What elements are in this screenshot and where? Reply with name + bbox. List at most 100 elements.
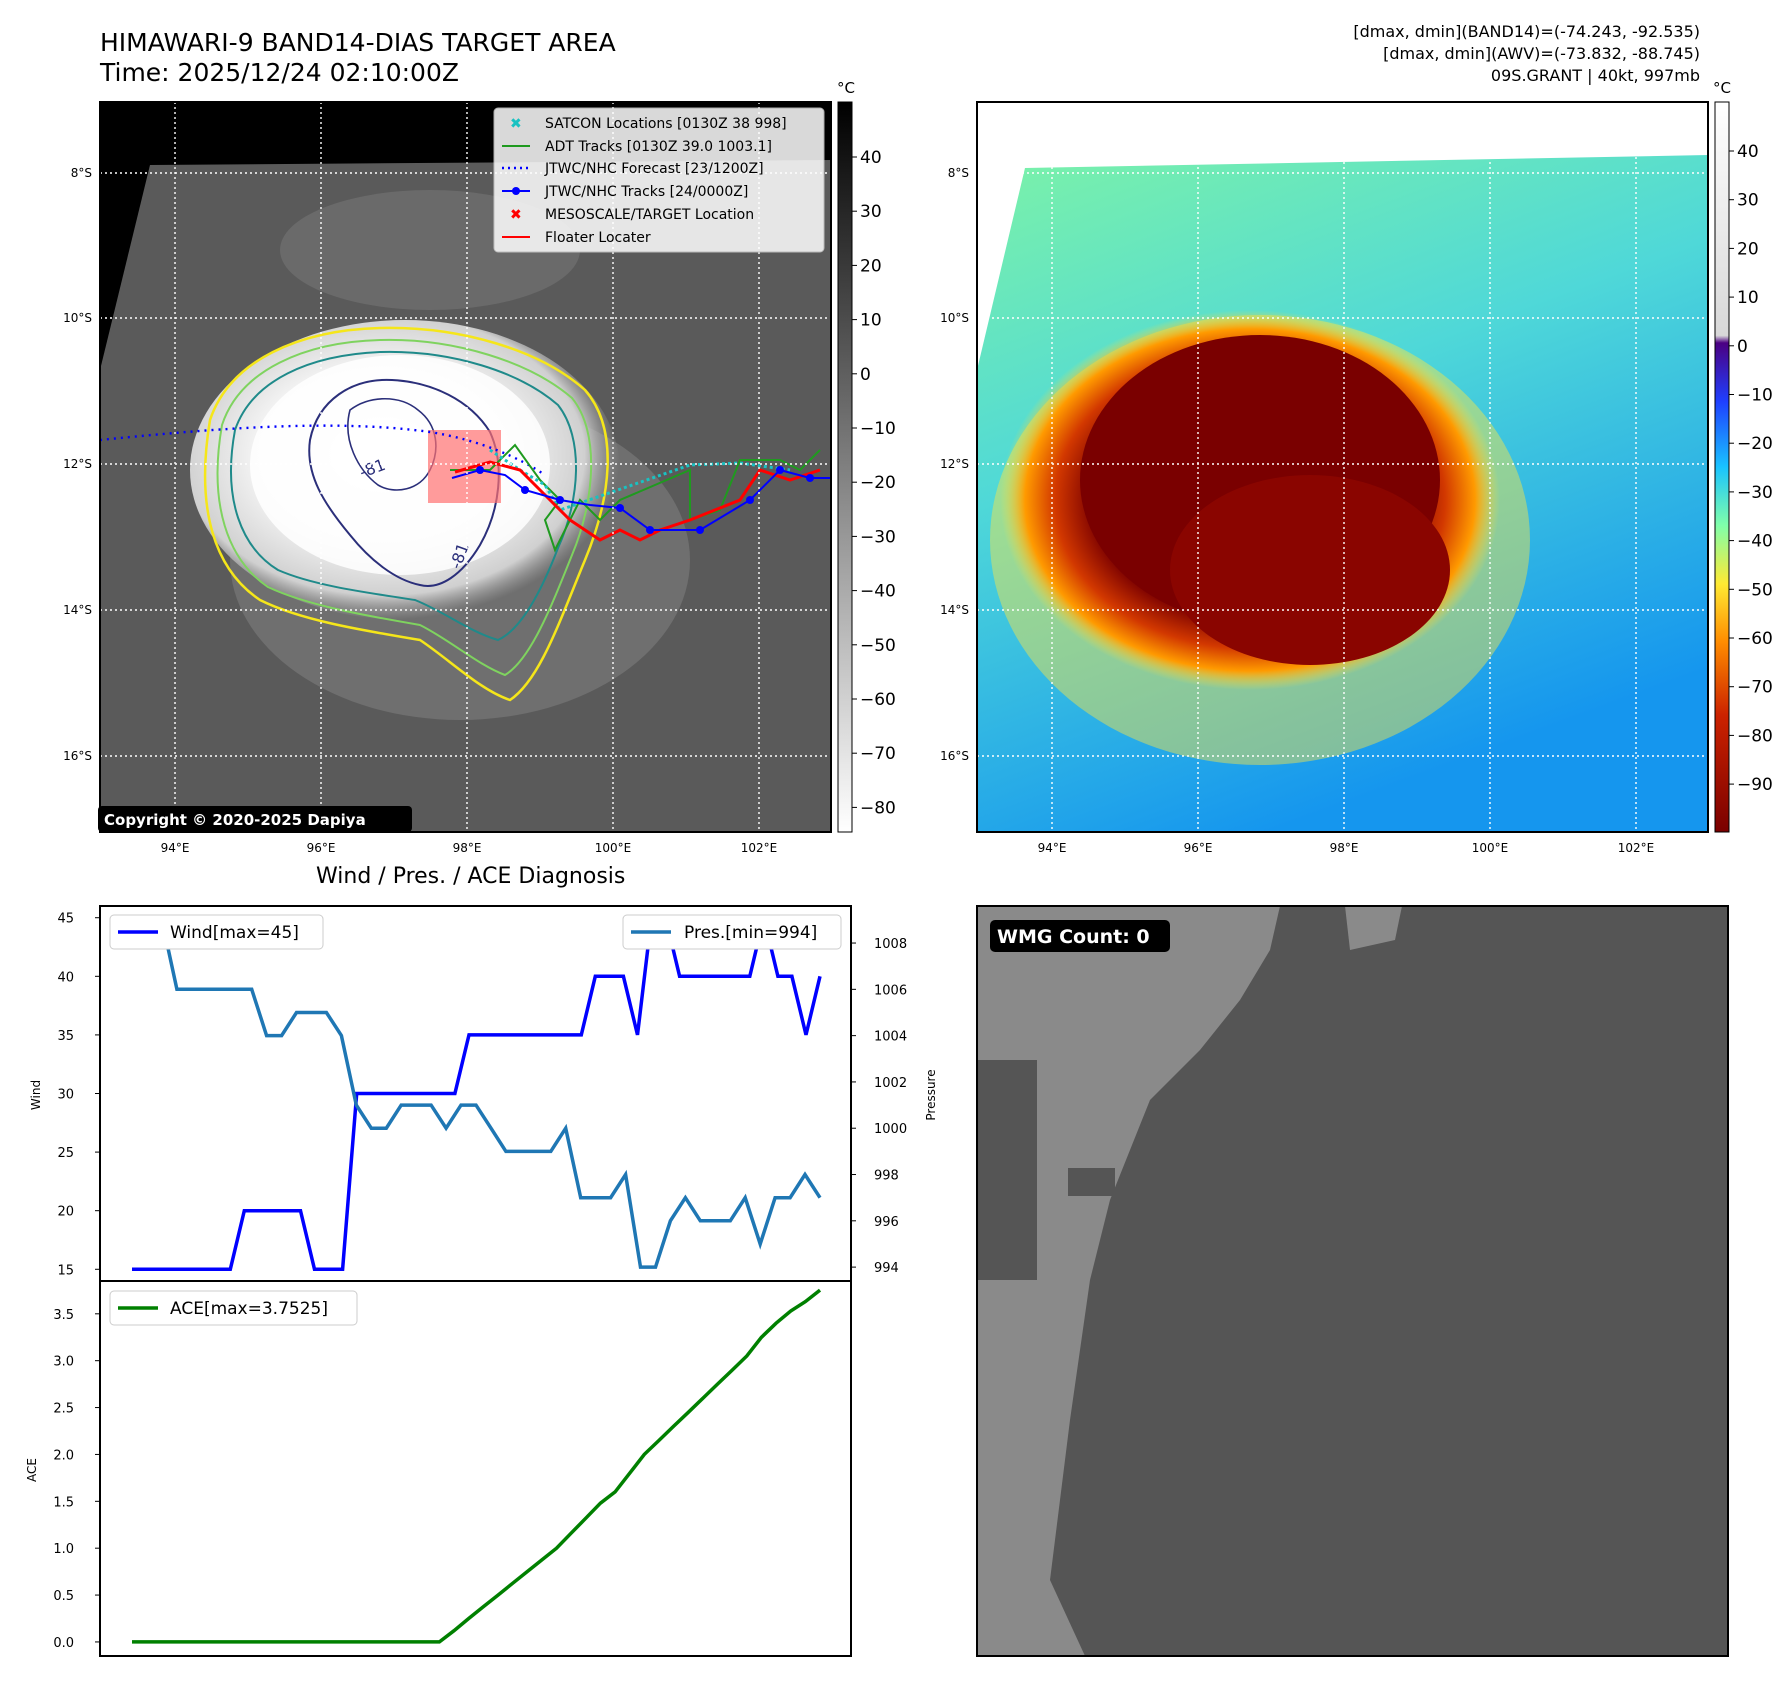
colorbar-tick-label: −80 bbox=[860, 798, 896, 818]
contour-teal bbox=[230, 350, 578, 642]
colorbar-tick-label: 0 bbox=[1737, 337, 1748, 357]
wmg-count-label: WMG Count: 0 bbox=[997, 926, 1150, 948]
colorbar-tick-label: 10 bbox=[1737, 288, 1759, 308]
legend-adt-label: ADT Tracks [0130Z 39.0 1003.1] bbox=[545, 139, 772, 155]
lat-tick-label: 16°S bbox=[940, 749, 969, 763]
colorbar-tick-label: 40 bbox=[860, 148, 882, 168]
colorbar-tick-label: −10 bbox=[1737, 386, 1773, 406]
y-tick-label: 996 bbox=[874, 1215, 899, 1230]
colorbar-tick-label: −30 bbox=[860, 527, 896, 547]
diagnosis-title: Wind / Pres. / ACE Diagnosis bbox=[316, 864, 626, 889]
wind-legend: Wind[max=45] bbox=[109, 914, 324, 950]
color-colorbar-bar bbox=[1714, 101, 1730, 833]
copyright-box bbox=[98, 806, 412, 832]
adt-track bbox=[450, 443, 821, 553]
colorbar-tick-label: 20 bbox=[860, 256, 882, 276]
wmg-light-strip bbox=[1345, 906, 1402, 950]
colorbar-tick-label: 30 bbox=[1737, 191, 1759, 211]
wmg-light-region bbox=[977, 906, 1280, 1656]
target-box bbox=[428, 430, 501, 503]
y-tick-label: 30 bbox=[57, 1088, 74, 1103]
wind-pressure-chart: 15 20 25 30 35 40 45 994 996 998 1000 1002 1004 1006… bbox=[29, 905, 938, 1282]
wmg-count-box bbox=[990, 920, 1170, 952]
track-point bbox=[556, 496, 564, 504]
lat-tick-label: 12°S bbox=[940, 457, 969, 471]
track-point bbox=[521, 486, 529, 494]
colorbar-tick-label: −70 bbox=[860, 744, 896, 764]
gray-colorbar-bar bbox=[837, 101, 853, 833]
pressure-axis-label: Pressure bbox=[924, 1069, 938, 1120]
legend-mesoscale-marker: ✖ bbox=[510, 207, 522, 223]
ace-legend-box bbox=[109, 1290, 358, 1326]
ace-legend-label: ACE[max=3.7525] bbox=[170, 1299, 328, 1319]
lon-tick-label: 102°E bbox=[741, 841, 778, 855]
colorbar-tick-label: −80 bbox=[1737, 726, 1773, 746]
y-tick-label: 1000 bbox=[874, 1122, 907, 1137]
colorbar-tick-label: 40 bbox=[1737, 142, 1759, 162]
contour-lightgreen bbox=[216, 338, 593, 677]
track-point bbox=[616, 504, 624, 512]
colorbar-tick-label: −70 bbox=[1737, 678, 1773, 698]
wind-legend-box bbox=[109, 914, 324, 950]
track-point bbox=[776, 466, 784, 474]
wmg-frame bbox=[976, 905, 1729, 1657]
track-point bbox=[746, 496, 754, 504]
map-axis-labels: 94°E 96°E 98°E 100°E 102°E 8°S 10°S 12°S 14°S 16°… bbox=[63, 166, 777, 855]
wmg-dark-block-2 bbox=[1068, 1168, 1115, 1196]
colorbar-tick-label: −20 bbox=[860, 473, 896, 493]
lat-tick-label: 8°S bbox=[71, 166, 92, 180]
lat-tick-label: 14°S bbox=[63, 603, 92, 617]
color-colorbar-unit: °C bbox=[1713, 79, 1731, 97]
pressure-legend-box bbox=[622, 914, 842, 950]
legend-satcon-label: SATCON Locations [0130Z 38 998] bbox=[545, 116, 787, 132]
y-tick-label: 2.0 bbox=[53, 1448, 74, 1463]
storm-info: 09S.GRANT | 40kt, 997mb bbox=[1490, 66, 1700, 85]
y-tick-label: 1006 bbox=[874, 983, 907, 998]
lat-tick-label: 10°S bbox=[63, 311, 92, 325]
contour-navy bbox=[308, 378, 500, 587]
map-gridlines-right bbox=[977, 102, 1708, 832]
lat-tick-label: 8°S bbox=[948, 166, 969, 180]
wind-axis-label: Wind bbox=[29, 1080, 43, 1110]
map-axis-labels-right: 94°E 96°E 98°E 100°E 102°E 8°S 10°S 12°S 14°S 16°… bbox=[940, 166, 1654, 855]
colorbar-tick-label: 30 bbox=[860, 202, 882, 222]
pressure-legend: Pres.[min=994] bbox=[622, 914, 842, 950]
gray-colorbar: °C 40 30 20 10 0 −10 −20 −30 −40 −50 −60 −70 −80 bbox=[837, 79, 896, 833]
wind-axes-frame bbox=[99, 905, 852, 1282]
wind-axis-ticks: 15 20 25 30 35 40 45 bbox=[57, 912, 100, 1278]
lon-tick-label: 94°E bbox=[1038, 841, 1067, 855]
colorbar-tick-label: 0 bbox=[860, 365, 871, 385]
track-point bbox=[476, 466, 484, 474]
awv-range: [dmax, dmin](AWV)=(-73.832, -88.745) bbox=[1383, 44, 1700, 63]
colorbar-tick-label: −30 bbox=[1737, 483, 1773, 503]
ace-axis-ticks: 0.0 0.5 1.0 1.5 2.0 2.5 3.0 3.5 bbox=[53, 1308, 100, 1651]
y-tick-label: 1004 bbox=[874, 1030, 907, 1045]
ace-chart: 0.0 0.5 1.0 1.5 2.0 2.5 3.0 3.5 ACE ACE[max=3.7… bbox=[25, 1280, 852, 1657]
ir-grayscale-map: -81 -81 94°E 96°E 98°E 100°E 102°E8°S10°S12°… bbox=[63, 101, 832, 855]
colorbar-tick-label: −50 bbox=[1737, 580, 1773, 600]
figure-time: Time: 2025/12/24 02:10:00Z bbox=[100, 58, 459, 87]
map-frame-right bbox=[976, 101, 1709, 833]
lat-tick-label: 12°S bbox=[63, 457, 92, 471]
lat-tick-label: 10°S bbox=[940, 311, 969, 325]
wind-legend-label: Wind[max=45] bbox=[170, 923, 299, 943]
y-tick-label: 0.5 bbox=[53, 1589, 74, 1604]
wmg-dark-block bbox=[977, 1060, 1037, 1280]
y-tick-label: 35 bbox=[57, 1029, 74, 1044]
legend-tracks-point bbox=[512, 187, 520, 195]
pressure-legend-label: Pres.[min=994] bbox=[684, 923, 817, 943]
colorbar-tick-label: 10 bbox=[860, 311, 882, 331]
y-tick-label: 994 bbox=[874, 1261, 899, 1276]
y-tick-label: 40 bbox=[57, 970, 74, 985]
map-legend: ✖ SATCON Locations [0130Z 38 998] ADT Tr… bbox=[493, 107, 825, 253]
pressure-series-line bbox=[132, 918, 822, 1269]
colorbar-tick-label: −20 bbox=[1737, 434, 1773, 454]
y-tick-label: 25 bbox=[57, 1146, 74, 1161]
map-frame bbox=[99, 101, 832, 833]
legend-forecast-label: JTWC/NHC Forecast [23/1200Z] bbox=[544, 161, 764, 177]
y-tick-label: 1008 bbox=[874, 937, 907, 952]
lon-tick-label: 96°E bbox=[307, 841, 336, 855]
y-tick-label: 998 bbox=[874, 1169, 899, 1184]
colorbar-tick-label: −10 bbox=[860, 419, 896, 439]
lat-tick-label: 14°S bbox=[940, 603, 969, 617]
